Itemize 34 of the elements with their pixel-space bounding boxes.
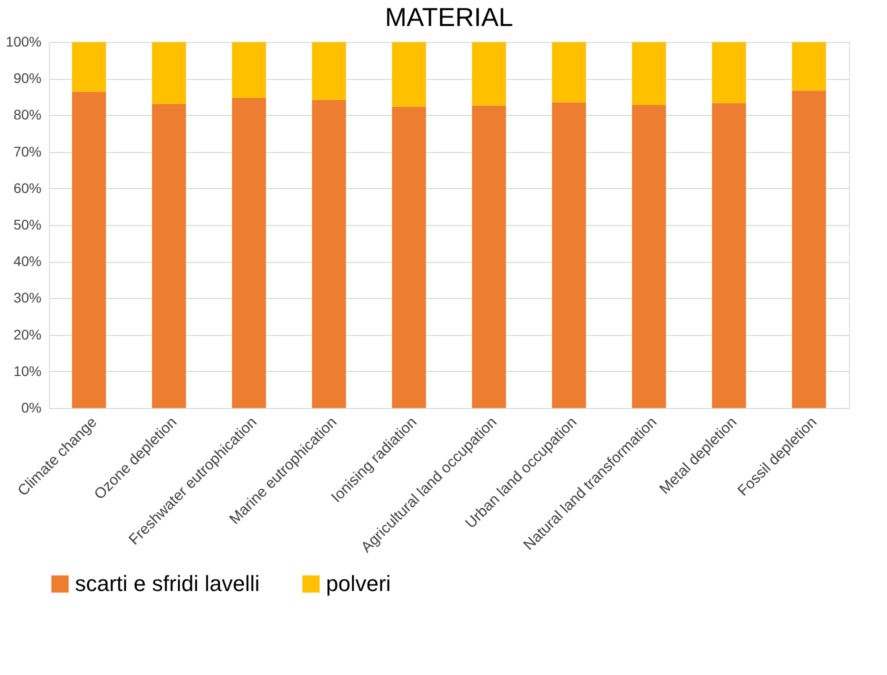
bar bbox=[392, 106, 426, 408]
y-tick-label: 10% bbox=[13, 362, 42, 379]
y-tick-label: 80% bbox=[13, 106, 42, 123]
bar bbox=[312, 100, 346, 408]
y-tick-label: 20% bbox=[13, 326, 42, 342]
y-tick-label: 90% bbox=[13, 70, 42, 86]
y-tick-label: 100% bbox=[6, 34, 42, 50]
bar bbox=[792, 42, 826, 91]
bar bbox=[472, 106, 506, 408]
bar bbox=[552, 102, 586, 408]
bar bbox=[632, 42, 666, 105]
bar bbox=[152, 104, 186, 408]
bar bbox=[792, 90, 826, 408]
y-tick-label: 60% bbox=[13, 180, 42, 196]
bar bbox=[72, 92, 106, 408]
bar bbox=[312, 42, 346, 100]
bar bbox=[232, 98, 266, 408]
legend-label: polveri bbox=[326, 571, 391, 596]
y-tick-label: 40% bbox=[13, 253, 42, 270]
y-tick-label: 70% bbox=[13, 143, 42, 160]
y-tick-label: 0% bbox=[21, 400, 42, 416]
chart-title: MATERIAL bbox=[384, 2, 514, 32]
y-tick-label: 30% bbox=[13, 290, 42, 306]
bar bbox=[632, 104, 666, 408]
bar bbox=[712, 103, 746, 408]
bar bbox=[472, 42, 506, 106]
bar bbox=[72, 42, 106, 92]
legend-label: scarti e sfridi lavelli bbox=[75, 571, 260, 596]
bar bbox=[152, 42, 186, 104]
bar bbox=[552, 42, 586, 102]
bar bbox=[392, 42, 426, 107]
bar bbox=[232, 42, 266, 98]
bar bbox=[712, 42, 746, 104]
y-tick-label: 50% bbox=[13, 216, 42, 232]
